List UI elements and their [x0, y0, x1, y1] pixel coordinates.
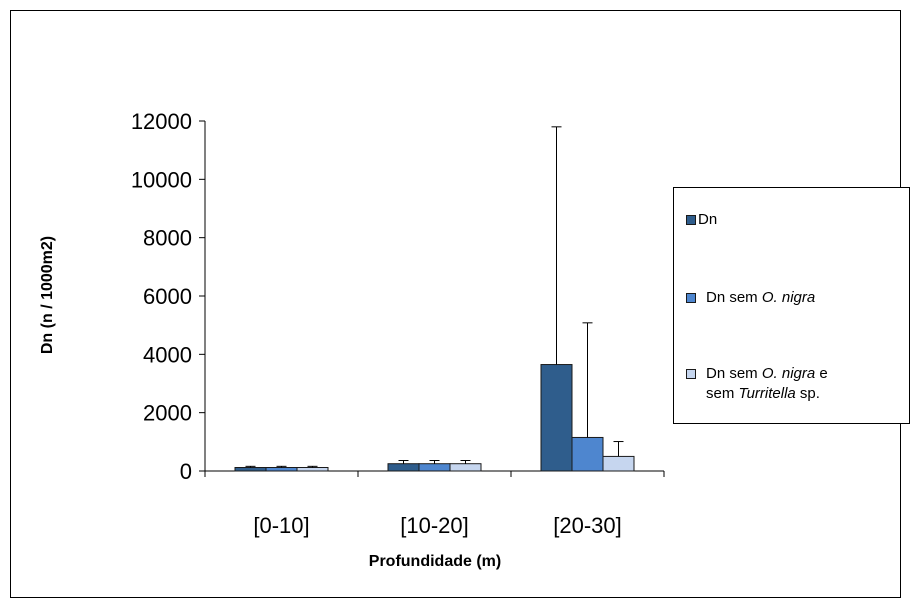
bar — [449, 463, 482, 472]
legend-swatch-dn — [686, 215, 696, 225]
legend-swatch-dn-sem-o-nigra — [686, 293, 696, 303]
bar — [265, 467, 298, 472]
legend-label-dn-sem-o-nigra: Dn sem O. nigra — [706, 289, 816, 306]
legend-swatch-dn-sem-o-nigra-turritella — [686, 369, 696, 379]
y-tick-label: 0 — [180, 459, 192, 484]
y-axis-title: Dn (n / 1000m2) — [39, 236, 56, 354]
y-tick-label: 6000 — [143, 284, 192, 309]
bar — [296, 467, 329, 472]
bar — [602, 455, 635, 472]
x-tick-label: [0-10] — [253, 513, 309, 538]
legend-label-dn: Dn — [698, 211, 718, 228]
y-tick-label: 8000 — [143, 226, 192, 251]
x-axis-title: Profundidade (m) — [369, 553, 501, 570]
bar — [418, 463, 451, 472]
bar — [540, 364, 573, 472]
x-tick-label: [20-30] — [553, 513, 622, 538]
legend-label-dn-sem-o-nigra-turritella: Dn sem O. nigra e sem Turritella sp. — [706, 365, 828, 402]
legend-item-dn: Dn — [686, 210, 717, 230]
axes — [199, 120, 665, 477]
y-tick-label: 4000 — [143, 342, 192, 367]
x-tick-label: [10-20] — [400, 513, 469, 538]
bar — [234, 467, 267, 472]
tick-labels: 0 2000 4000 6000 8000 10000 12000 [0-10] [10-20]… — [131, 109, 622, 538]
bars — [234, 126, 635, 472]
legend-item-dn-sem-o-nigra-turritella: Dn sem O. nigra e sem Turritella sp. — [686, 364, 828, 404]
y-tick-label: 10000 — [131, 167, 192, 192]
y-tick-label: 12000 — [131, 109, 192, 134]
bar — [571, 436, 604, 472]
legend: Dn Dn sem O. nigra Dn sem O. nigra e sem … — [673, 187, 910, 424]
legend-item-dn-sem-o-nigra: Dn sem O. nigra — [686, 288, 815, 308]
bar — [387, 463, 420, 472]
y-tick-label: 2000 — [143, 401, 192, 426]
